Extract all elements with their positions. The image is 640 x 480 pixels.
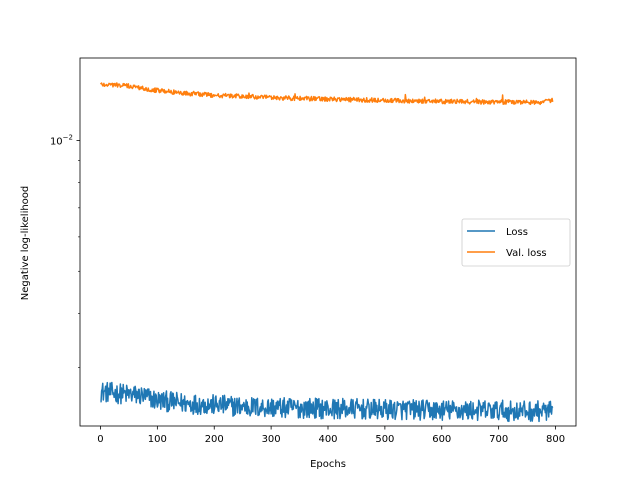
legend: Loss Val. loss <box>461 218 571 267</box>
x-tick-label: 700 <box>489 434 508 445</box>
x-tick-label: 0 <box>97 434 103 445</box>
x-tick-label: 600 <box>432 434 451 445</box>
series-line-val-loss <box>99 82 554 106</box>
y-axis-label: Negative log-likelihood <box>20 186 31 301</box>
x-axis-label: Epochs <box>310 459 346 470</box>
x-tick-label: 200 <box>205 434 224 445</box>
x-tick-label: 500 <box>375 434 394 445</box>
x-tick-label: 100 <box>148 434 167 445</box>
axes-layer: 0 100 200 300 400 500 600 700 800 10−2 <box>50 57 577 445</box>
legend-label: Loss <box>506 227 528 238</box>
series-line-loss <box>100 381 554 423</box>
x-tick-label: 300 <box>262 434 281 445</box>
series-layer <box>99 82 554 423</box>
x-tick-label: 400 <box>318 434 337 445</box>
y-tick-label: 10−2 <box>50 134 73 148</box>
x-tick-label: 800 <box>546 434 565 445</box>
legend-label: Val. loss <box>506 248 547 259</box>
